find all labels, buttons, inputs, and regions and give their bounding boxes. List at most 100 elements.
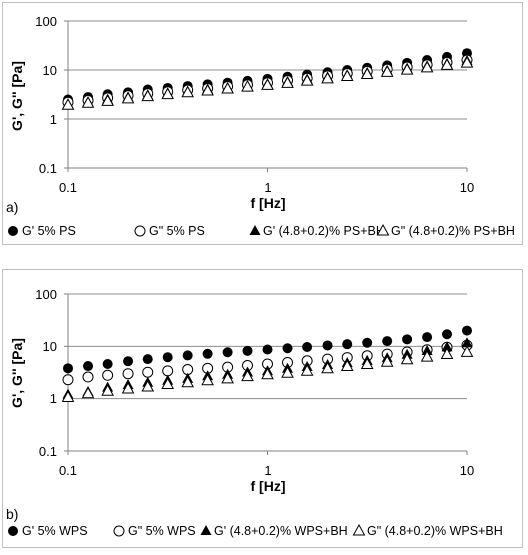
data-point: [380, 355, 394, 367]
data-point: [460, 56, 474, 68]
series-4: [61, 345, 474, 402]
x-tick-label: 10: [460, 463, 474, 478]
data-point: [340, 359, 354, 372]
data-point: [302, 342, 313, 353]
data-point: [261, 367, 274, 380]
legend-label: G" (4.8+0.2)% PS+BH: [391, 224, 515, 238]
legend-label: G' (4.8+0.2)% WPS+BH: [214, 524, 348, 538]
legend-marker: [113, 525, 125, 537]
legend-label: G" (4.8+0.2)% WPS+BH: [367, 524, 503, 538]
data-point: [202, 348, 213, 359]
y-tick-label: 10: [43, 63, 57, 78]
data-point: [222, 347, 233, 358]
data-point: [400, 352, 414, 365]
data-point: [440, 58, 454, 70]
data-point: [241, 80, 254, 92]
data-point: [82, 371, 94, 383]
y-tick-label: 100: [35, 14, 57, 29]
data-point: [81, 386, 95, 399]
data-point: [342, 339, 353, 350]
data-point: [123, 356, 134, 367]
y-axis-label: G', G'' [Pa]: [9, 338, 25, 408]
data-point: [421, 345, 433, 356]
data-point: [402, 334, 413, 345]
data-point: [142, 354, 153, 365]
panel-b-frame: [2, 269, 523, 548]
data-point: [441, 341, 453, 352]
x-axis-label: f [Hz]: [251, 478, 286, 494]
series-4: [61, 56, 474, 110]
data-point: [460, 345, 474, 357]
data-point: [420, 60, 434, 73]
data-point: [362, 337, 373, 348]
data-point: [181, 375, 195, 388]
chart-panel-a: 100 10 1 0.1 0.1 1 10 G', G'' [Pa] f [Hz…: [2, 2, 523, 245]
legend-item: G' 5% WPS: [8, 524, 88, 538]
data-point: [360, 67, 374, 79]
legend-item: G' (4.8+0.2)% PS+BH: [249, 224, 385, 238]
data-point: [122, 368, 134, 380]
data-point: [162, 365, 174, 377]
data-point: [322, 340, 333, 351]
y-tick-label: 10: [43, 339, 57, 354]
panel-label-b: b): [6, 506, 18, 522]
data-point: [201, 84, 214, 96]
data-point: [340, 69, 354, 82]
legend-marker: [200, 525, 212, 535]
data-point: [420, 350, 434, 362]
data-point: [422, 332, 433, 343]
data-point: [462, 325, 472, 336]
data-point: [181, 85, 195, 98]
data-point: [102, 358, 113, 369]
data-point: [221, 371, 234, 384]
data-point: [262, 344, 273, 355]
data-point: [281, 76, 294, 88]
data-point: [182, 350, 193, 361]
legend-label: G" 5% PS: [149, 224, 205, 238]
data-point: [61, 98, 75, 110]
y-tick-label: 1: [50, 112, 57, 127]
data-point: [261, 78, 274, 90]
legend-marker: [8, 526, 18, 536]
data-point: [81, 96, 95, 108]
legend-marker: [376, 223, 390, 236]
legend-b: G' 5% WPS G" 5% WPS G' (4.8+0.2)% WPS+BH…: [8, 523, 503, 538]
legend-label: G" 5% WPS: [128, 524, 196, 538]
data-point: [400, 63, 414, 75]
data-point: [63, 363, 73, 374]
legend-label: G' (4.8+0.2)% PS+BH: [263, 224, 385, 238]
y-tick-label: 100: [35, 287, 57, 302]
data-point: [321, 361, 334, 374]
plot-area-a: [61, 20, 474, 172]
x-tick-label: 0.1: [59, 463, 77, 478]
data-point: [360, 357, 374, 369]
x-axis-label: f [Hz]: [251, 195, 286, 211]
legend-item: G" (4.8+0.2)% PS+BH: [376, 223, 515, 238]
chart-panel-b: 100 10 1 0.1 0.1 1 10 G', G'' [Pa] f [Hz…: [2, 269, 523, 548]
y-tick-label: 1: [50, 391, 57, 406]
y-tick-label: 0.1: [39, 444, 57, 459]
data-point: [101, 384, 114, 396]
data-point: [461, 337, 473, 348]
data-point: [300, 74, 314, 86]
x-tick-label: 0.1: [59, 180, 77, 195]
data-point: [321, 71, 334, 84]
data-point: [201, 373, 214, 386]
x-tick-label: 1: [264, 180, 271, 195]
data-point: [382, 336, 393, 347]
y-axis-label: G', G'' [Pa]: [9, 61, 25, 131]
data-point: [380, 65, 394, 77]
data-point: [161, 377, 175, 389]
legend-item: G" (4.8+0.2)% WPS+BH: [352, 523, 503, 538]
data-point: [282, 343, 293, 354]
data-point: [242, 345, 253, 356]
data-point: [440, 347, 454, 359]
data-point: [281, 366, 294, 378]
data-point: [442, 329, 453, 340]
data-point: [241, 369, 254, 382]
data-point: [161, 87, 175, 100]
legend-marker: [352, 523, 366, 536]
legend-item: G' 5% PS: [8, 224, 76, 238]
data-point: [142, 366, 154, 378]
